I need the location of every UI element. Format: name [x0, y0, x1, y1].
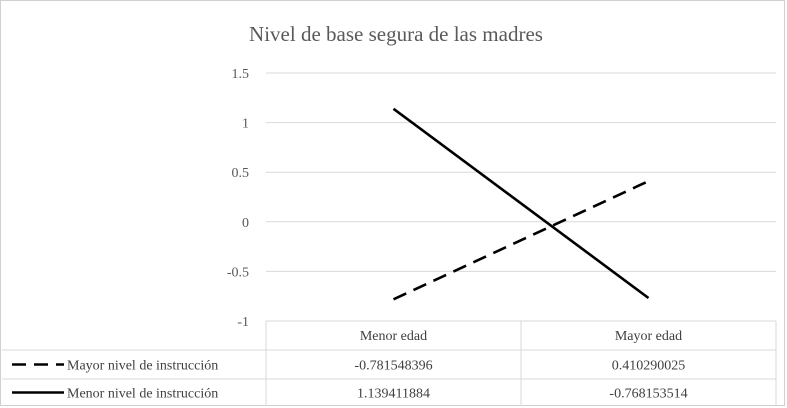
y-tick-label: 0: [242, 216, 249, 231]
y-axis-ticks: 1.5 1 0.5 0 -0.5 -1: [227, 67, 249, 330]
series-line-1: [392, 179, 650, 301]
y-tick-label: 1.5: [232, 67, 250, 82]
y-tick-label: 0.5: [232, 166, 250, 181]
data-cell: 0.410290025: [612, 359, 686, 374]
data-table: Menor edad Mayor edad Mayor nivel de instr…: [2, 320, 777, 406]
data-cell: -0.768153514: [609, 387, 687, 402]
legend-entry: Mayor nivel de instrucción: [67, 359, 218, 374]
gridlines: [266, 72, 776, 322]
data-cell: 1.139411884: [357, 387, 430, 402]
chart-title: Nivel de base segura de las madres: [249, 22, 543, 46]
y-tick-label: 1: [242, 117, 249, 132]
y-tick-label: -0.5: [227, 265, 249, 280]
data-cell: -0.781548396: [354, 359, 432, 374]
category-label: Menor edad: [360, 329, 427, 344]
series-line-2: [392, 107, 650, 300]
y-tick-label: -1: [237, 315, 249, 330]
legend-entry: Menor nivel de instrucción: [67, 387, 218, 402]
category-label: Mayor edad: [615, 329, 682, 344]
series-lines: [392, 107, 650, 301]
